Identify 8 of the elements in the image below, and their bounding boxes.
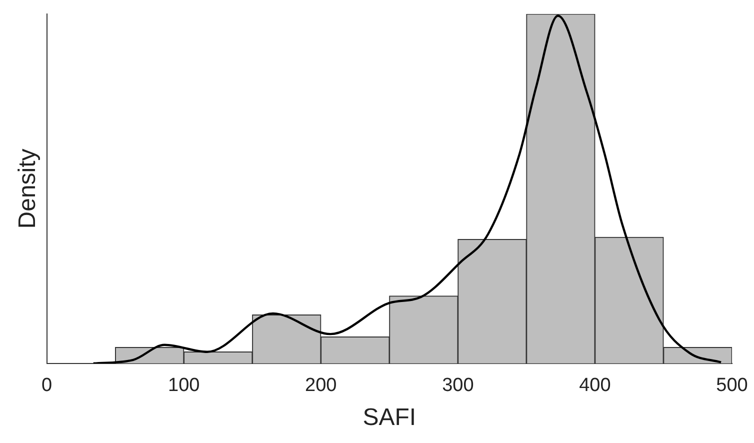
- x-axis-title: SAFI: [362, 404, 416, 432]
- x-tick-label: 200: [305, 375, 337, 396]
- x-tick-label: 300: [442, 375, 474, 396]
- x-tick-label: 400: [579, 375, 611, 396]
- x-tick-label: 500: [716, 375, 748, 396]
- y-axis-title: Density: [14, 148, 42, 229]
- x-tick-label: 100: [168, 375, 200, 396]
- x-tick-label: 0: [42, 375, 52, 396]
